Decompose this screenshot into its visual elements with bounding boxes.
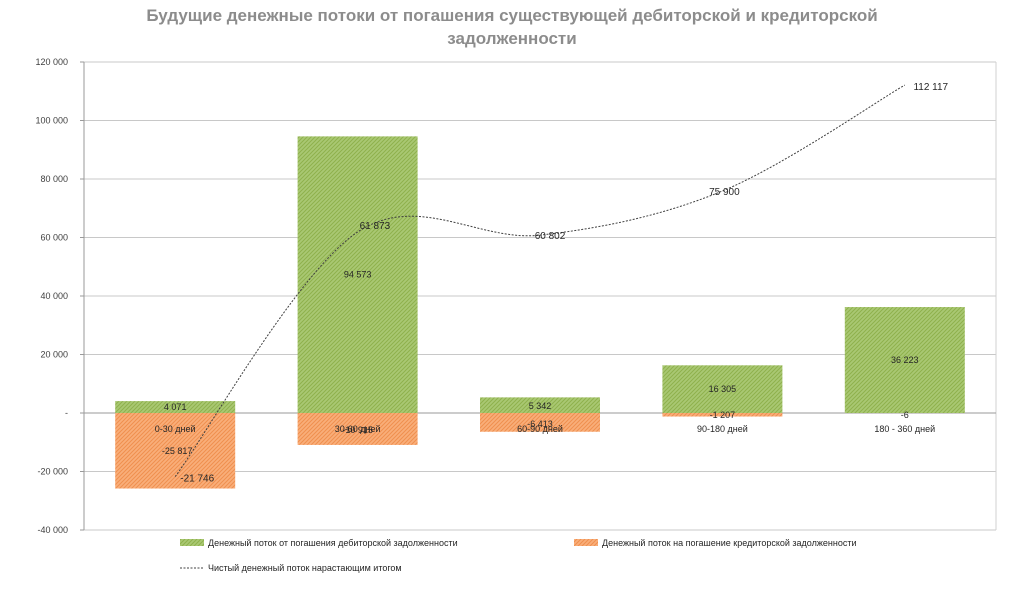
x-tick-label: 90-180 дней	[697, 424, 748, 434]
payables-data-label: -1 207	[710, 410, 736, 420]
y-tick-label: 80 000	[40, 174, 68, 184]
legend-swatch-receivables	[180, 539, 204, 546]
receivables-bar	[115, 401, 236, 413]
payables-bar	[662, 413, 783, 417]
payables-bar	[297, 413, 418, 445]
y-tick-label: 120 000	[35, 57, 68, 67]
chart-title-line-1: Будущие денежные потоки от погашения сущ…	[146, 6, 878, 25]
chart-title-line-2: задолженности	[447, 29, 577, 48]
chart-title: Будущие денежные потоки от погашения сущ…	[112, 4, 912, 50]
y-tick-label: -40 000	[37, 525, 68, 535]
receivables-data-label: 16 305	[709, 384, 737, 394]
receivables-bar	[844, 307, 965, 413]
legend-swatch-payables	[574, 539, 598, 546]
x-tick-label: 60-90 дней	[517, 424, 563, 434]
y-tick-label: 40 000	[40, 291, 68, 301]
y-tick-label: -	[65, 408, 68, 418]
payables-data-label: -6 413	[527, 419, 553, 429]
payables-data-label: -10 915	[342, 425, 373, 435]
payables-bar	[480, 413, 600, 432]
y-tick-label: 60 000	[40, 233, 68, 243]
net-data-label: 61 873	[360, 221, 391, 232]
x-tick-label: 180 - 360 дней	[874, 424, 935, 434]
y-tick-label: -20 000	[37, 467, 68, 477]
net-data-label: 75 900	[709, 187, 740, 198]
x-tick-label: 30-60 дней	[335, 424, 381, 434]
net-data-label: 60 802	[535, 231, 566, 242]
net-data-label: 112 117	[913, 82, 948, 93]
receivables-data-label: 94 573	[344, 270, 372, 280]
receivables-data-label: 5 342	[529, 401, 552, 411]
net-data-label: -21 746	[180, 474, 214, 485]
legend-label-net: Чистый денежный поток нарастающим итогом	[208, 563, 402, 573]
legend-label-receivables: Денежный поток от погашения дебиторской …	[208, 538, 458, 548]
y-tick-label: 20 000	[40, 350, 68, 360]
payables-data-label: -25 817	[162, 446, 193, 456]
receivables-bar	[480, 397, 600, 413]
legend-label-payables: Денежный поток на погашение кредиторской…	[602, 538, 856, 548]
receivables-bar	[297, 136, 418, 414]
receivables-bar	[662, 365, 783, 413]
x-tick-label: 0-30 дней	[155, 424, 196, 434]
receivables-data-label: 36 223	[891, 355, 919, 365]
net-cumulative-line	[174, 84, 906, 477]
y-tick-label: 100 000	[35, 116, 68, 126]
receivables-data-label: 4 071	[164, 402, 187, 412]
payables-data-label: -6	[901, 410, 909, 420]
